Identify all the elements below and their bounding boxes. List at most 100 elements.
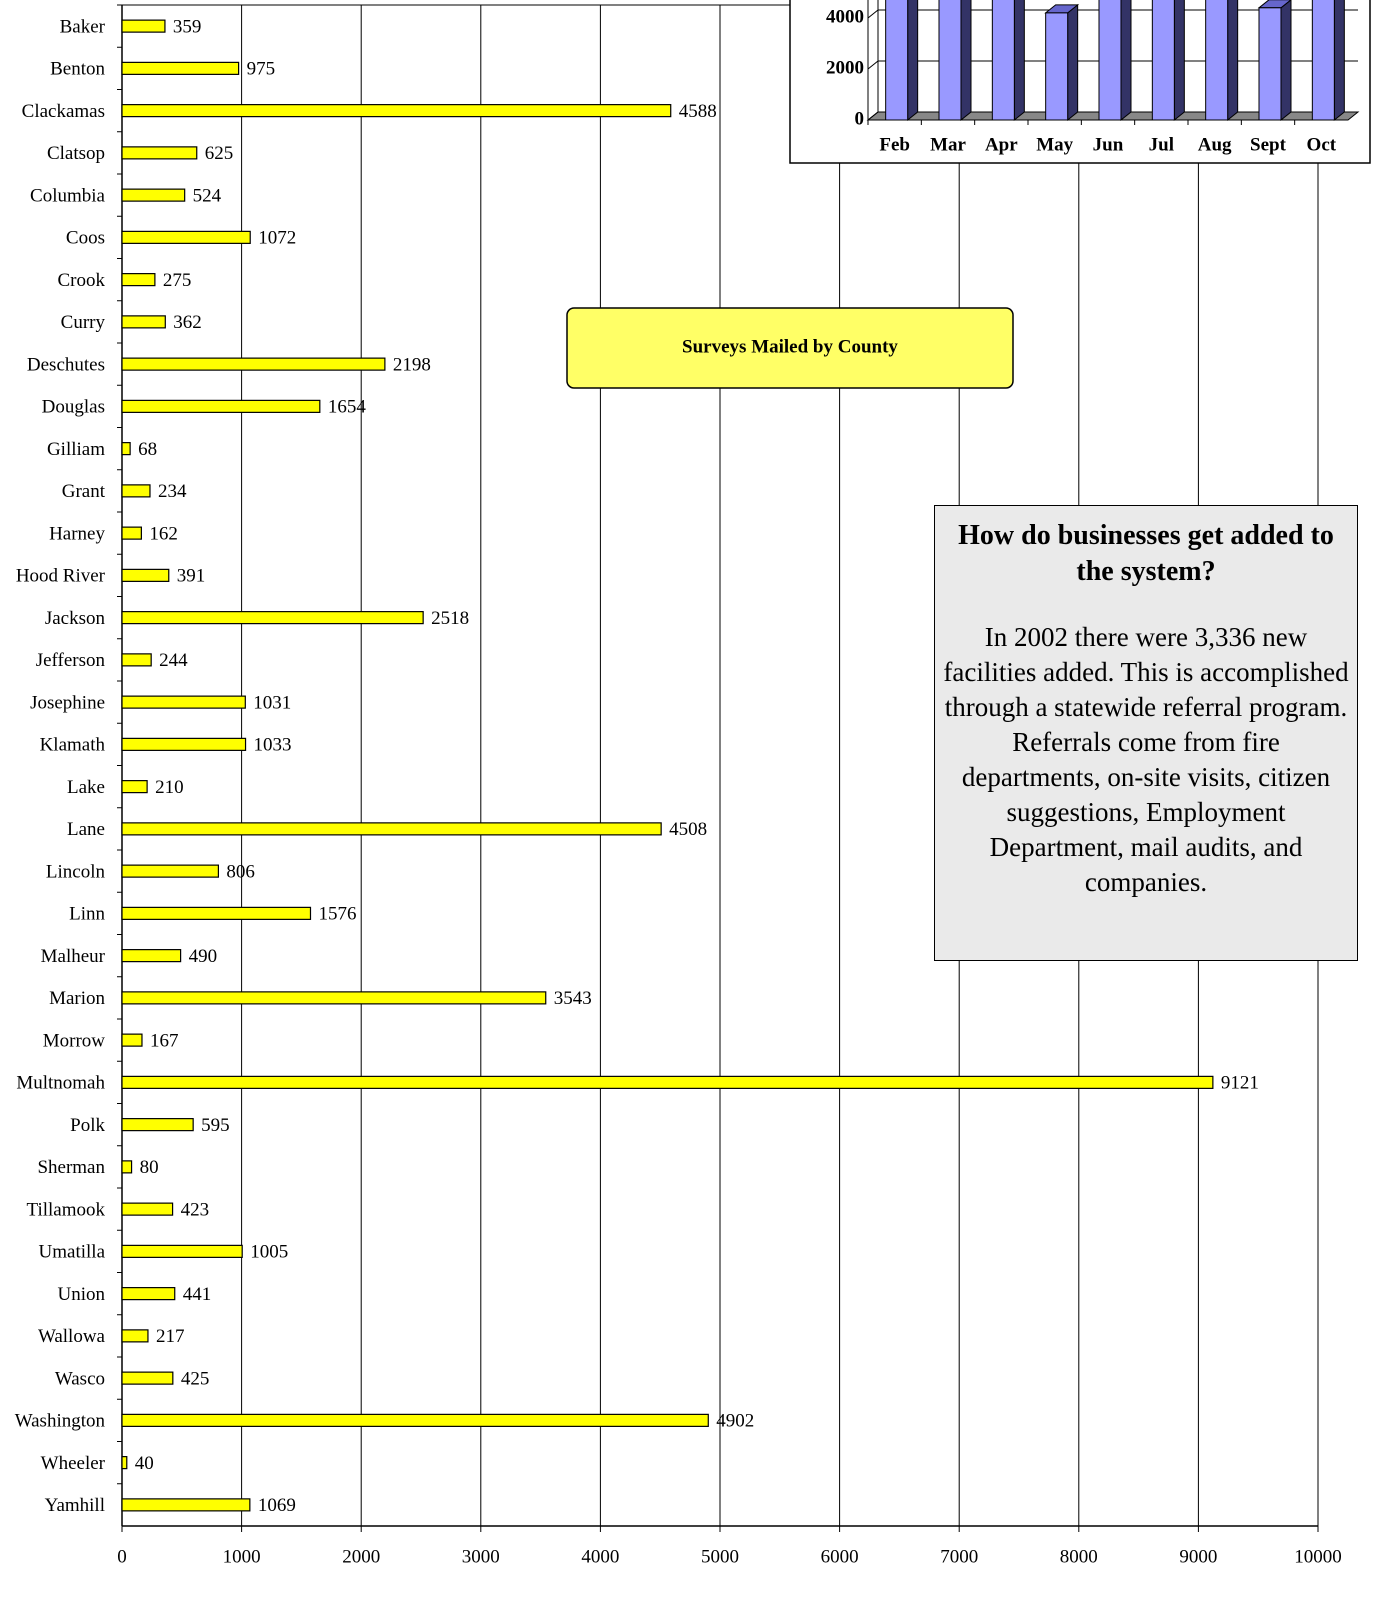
bar bbox=[121, 526, 142, 540]
bar-side bbox=[1227, 0, 1239, 122]
value-label: 362 bbox=[173, 312, 202, 333]
x-tick-label: 5000 bbox=[701, 1546, 739, 1567]
value-label: 391 bbox=[177, 566, 206, 587]
bar bbox=[121, 61, 240, 75]
bar-side bbox=[1067, 3, 1079, 122]
bar bbox=[121, 1329, 149, 1343]
y-tick-label: Crook bbox=[58, 270, 106, 291]
bar bbox=[121, 315, 166, 329]
bar bbox=[121, 653, 152, 667]
bar bbox=[121, 737, 247, 751]
bar bbox=[121, 146, 198, 160]
bar-side bbox=[1280, 0, 1292, 122]
value-label: 2518 bbox=[431, 608, 469, 629]
bar bbox=[885, 0, 919, 122]
bar bbox=[938, 0, 972, 122]
bar bbox=[121, 1118, 194, 1132]
y-tick-label: Wheeler bbox=[41, 1453, 106, 1474]
value-label: 423 bbox=[181, 1199, 210, 1220]
y-tick-label: Clackamas bbox=[22, 101, 105, 122]
bar bbox=[121, 1202, 174, 1216]
y-tick-label: Lake bbox=[67, 777, 105, 798]
bar bbox=[121, 357, 386, 371]
y-tick-label: Baker bbox=[60, 16, 106, 37]
text-box: How do businesses get added to the syste… bbox=[934, 505, 1358, 961]
x-tick-label: 1000 bbox=[223, 1546, 261, 1567]
y-tick-label: Deschutes bbox=[27, 354, 105, 375]
value-label: 975 bbox=[247, 59, 275, 80]
y-tick-label: Lane bbox=[67, 819, 105, 840]
bar bbox=[121, 611, 424, 625]
y-tick-label: Wallowa bbox=[38, 1326, 106, 1347]
bar bbox=[121, 1456, 128, 1470]
x-tick-label: Feb bbox=[879, 134, 910, 155]
value-label: 167 bbox=[150, 1030, 179, 1051]
y-tick-label: Hood River bbox=[16, 566, 106, 587]
x-tick-label: 2000 bbox=[342, 1546, 380, 1567]
y-tick-label: Linn bbox=[69, 904, 105, 925]
x-tick-label: Apr bbox=[985, 134, 1018, 155]
x-tick-label: 0 bbox=[117, 1546, 127, 1567]
x-tick-label: Sept bbox=[1250, 134, 1287, 155]
value-label: 80 bbox=[140, 1157, 159, 1178]
bar bbox=[121, 1498, 251, 1512]
bar bbox=[121, 1244, 243, 1258]
y-tick-label: Polk bbox=[70, 1115, 105, 1136]
bar bbox=[1151, 0, 1185, 122]
value-label: 210 bbox=[155, 777, 184, 798]
x-tick-label: Oct bbox=[1307, 134, 1337, 155]
bar bbox=[1257, 0, 1292, 122]
value-label: 4588 bbox=[679, 101, 717, 122]
value-label: 441 bbox=[183, 1284, 212, 1305]
value-label: 425 bbox=[181, 1368, 210, 1389]
bar bbox=[121, 1371, 174, 1385]
bar-front bbox=[1205, 0, 1229, 121]
grid-line bbox=[867, 111, 1358, 121]
x-tick-label: 7000 bbox=[940, 1546, 978, 1567]
y-tick-label: Tillamook bbox=[27, 1199, 106, 1220]
y-tick-label: Benton bbox=[50, 59, 105, 80]
value-label: 68 bbox=[138, 439, 157, 460]
bar bbox=[121, 906, 312, 920]
value-label: 1005 bbox=[250, 1242, 288, 1263]
bar bbox=[121, 1075, 1214, 1089]
y-tick-label: Josephine bbox=[30, 692, 105, 713]
y-tick-label: Clatsop bbox=[47, 143, 105, 164]
y-tick-label: Yamhill bbox=[45, 1495, 105, 1516]
value-label: 4508 bbox=[669, 819, 707, 840]
bar bbox=[121, 780, 148, 794]
x-tick-label: 3000 bbox=[462, 1546, 500, 1567]
bar-front bbox=[1098, 0, 1122, 121]
chart-title: Surveys Mailed by County bbox=[682, 336, 898, 357]
bar bbox=[121, 949, 182, 963]
bar-side bbox=[1120, 0, 1132, 122]
x-tick-label: Mar bbox=[930, 134, 966, 155]
bar-side bbox=[1013, 0, 1025, 122]
value-label: 275 bbox=[163, 270, 192, 291]
bar bbox=[1205, 0, 1239, 122]
value-label: 1069 bbox=[258, 1495, 296, 1516]
bar bbox=[1098, 0, 1132, 122]
value-label: 217 bbox=[156, 1326, 185, 1347]
bar bbox=[121, 1413, 709, 1427]
bar-front bbox=[885, 0, 909, 121]
x-tick-label: 9000 bbox=[1179, 1546, 1217, 1567]
x-tick-label: May bbox=[1036, 134, 1073, 155]
bar-side bbox=[907, 0, 919, 122]
grid-line bbox=[867, 9, 1358, 19]
value-label: 1031 bbox=[253, 692, 291, 713]
y-tick-label: Harney bbox=[49, 523, 105, 544]
bar bbox=[121, 188, 186, 202]
y-tick-label: Multnomah bbox=[16, 1073, 105, 1094]
y-tick-label: Lincoln bbox=[46, 861, 106, 882]
bar bbox=[121, 104, 672, 118]
bar bbox=[121, 484, 151, 498]
y-tick-label: Grant bbox=[62, 481, 106, 502]
bar-front bbox=[938, 0, 962, 121]
text-box-body: In 2002 there were 3,336 new facilities … bbox=[943, 622, 1349, 897]
bar bbox=[121, 864, 219, 878]
value-label: 1033 bbox=[254, 735, 292, 756]
y-tick-label: Umatilla bbox=[39, 1242, 106, 1263]
